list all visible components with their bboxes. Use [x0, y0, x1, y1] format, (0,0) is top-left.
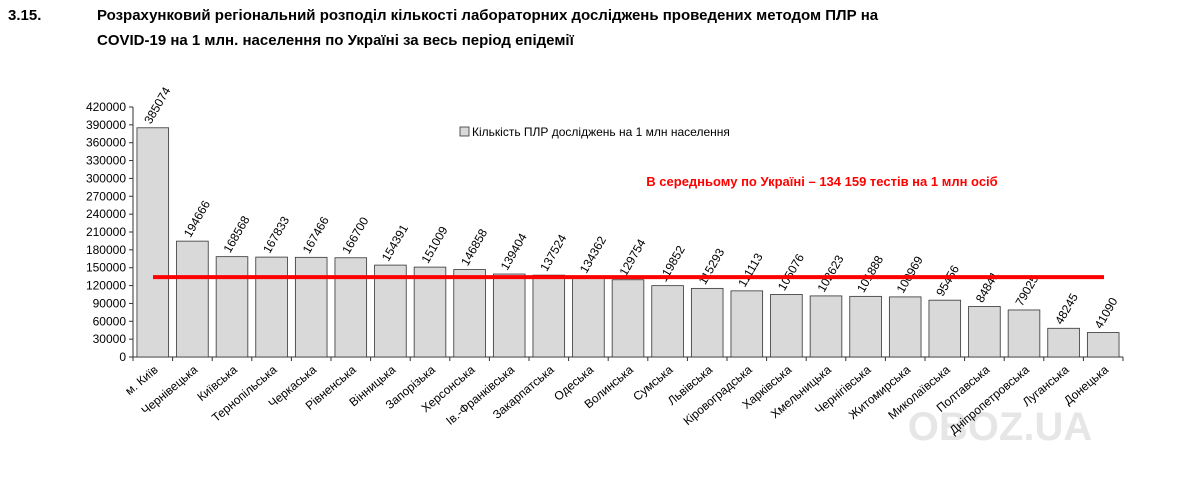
- value-label: 194666: [181, 198, 213, 240]
- y-tick-label: 60000: [93, 314, 127, 328]
- y-tick-label: 360000: [86, 136, 126, 150]
- bar: [849, 295, 882, 358]
- bar: [334, 257, 368, 358]
- legend-swatch: [459, 126, 470, 137]
- bar: [453, 269, 486, 358]
- value-label: 167833: [260, 214, 292, 256]
- bar: [651, 285, 684, 358]
- value-label: 100969: [894, 253, 926, 295]
- value-label: 166700: [339, 214, 371, 256]
- value-label: 134362: [577, 234, 609, 276]
- bar: [690, 287, 724, 358]
- value-label: 151009: [418, 224, 450, 266]
- value-label: 146858: [458, 226, 490, 268]
- legend-label: Кількість ПЛР досліджень на 1 млн населе…: [472, 125, 730, 139]
- bar: [255, 256, 288, 358]
- value-label: 41090: [1092, 295, 1121, 331]
- value-label: 102623: [814, 252, 846, 294]
- y-tick-label: 300000: [86, 171, 126, 185]
- value-label: 168568: [220, 213, 252, 255]
- y-tick-label: 390000: [86, 118, 126, 132]
- bar: [1047, 327, 1080, 358]
- average-annotation: В середньому по Україні – 134 159 тестів…: [646, 174, 997, 189]
- bar: [1086, 332, 1120, 358]
- bar: [730, 290, 764, 358]
- y-tick-label: 0: [119, 350, 126, 364]
- x-tick-label: Донецька: [1061, 362, 1111, 407]
- y-tick-label: 90000: [93, 296, 127, 310]
- bar: [413, 266, 447, 358]
- y-tick-label: 150000: [86, 261, 126, 275]
- bar: [374, 264, 407, 358]
- bar: [611, 279, 645, 358]
- value-label: 154391: [379, 222, 411, 264]
- value-label: 111113: [735, 250, 766, 289]
- chart-title: COVID-19 на 1 млн. населення по Україні …: [97, 32, 575, 49]
- value-label: 48245: [1052, 291, 1081, 327]
- value-label: 139404: [498, 231, 530, 273]
- value-label: 129754: [616, 236, 648, 278]
- section-number: 3.15.: [8, 7, 41, 24]
- x-tick-label: Ів.-Франківська: [443, 362, 517, 427]
- bar: [968, 306, 1001, 358]
- value-label: 137524: [537, 232, 569, 274]
- y-tick-label: 30000: [93, 332, 127, 346]
- bar: [1007, 309, 1041, 358]
- value-label: 167466: [300, 214, 332, 256]
- bar: [770, 294, 803, 358]
- value-label: 385074: [141, 84, 173, 126]
- y-tick-label: 330000: [86, 154, 126, 168]
- value-label: 115293: [696, 246, 728, 287]
- bar: [492, 273, 526, 358]
- watermark: OBOZ.UA: [908, 405, 1092, 449]
- x-tick-label: Кіровоградська: [681, 362, 755, 428]
- y-tick-label: 180000: [86, 243, 126, 257]
- y-tick-label: 210000: [86, 225, 126, 239]
- value-label: 101888: [854, 253, 886, 295]
- bar: [532, 274, 566, 358]
- bar: [809, 295, 843, 358]
- bar: [215, 256, 249, 358]
- y-tick-label: 120000: [86, 279, 126, 293]
- value-label: 95456: [933, 262, 962, 298]
- bar: [176, 240, 209, 358]
- value-label: 105076: [775, 251, 807, 293]
- bar: [928, 299, 962, 358]
- y-tick-label: 270000: [86, 189, 126, 203]
- y-tick-label: 240000: [86, 207, 126, 221]
- value-label: 84841: [973, 269, 1002, 305]
- chart-title: Розрахунковий регіональний розподіл кіль…: [97, 7, 879, 24]
- bar: [294, 256, 328, 358]
- bar: [888, 296, 922, 358]
- bar: [136, 127, 170, 358]
- bar: [572, 276, 605, 358]
- y-tick-label: 420000: [86, 100, 126, 114]
